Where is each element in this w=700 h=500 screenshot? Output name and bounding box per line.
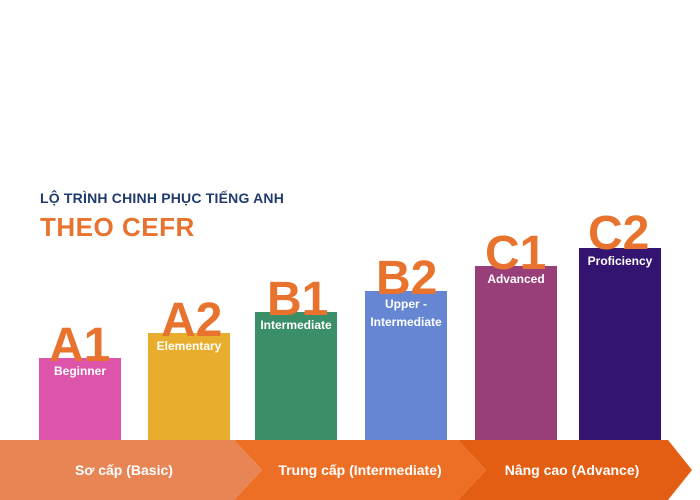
level-bar-b1: Intermediate xyxy=(255,312,337,442)
level-label-a1: Beginner xyxy=(39,362,121,380)
level-code-c1: C1 xyxy=(485,227,547,280)
level-bar-a1: Beginner xyxy=(39,358,121,442)
level-code-a2: A2 xyxy=(161,294,223,347)
stage-label-advance: Nâng cao (Advance) xyxy=(504,462,640,478)
level-label-line: Beginner xyxy=(53,364,106,378)
level-label-line: Intermediate xyxy=(370,315,442,329)
level-label-a2: Elementary xyxy=(148,337,230,355)
level-code-b1: B1 xyxy=(267,273,329,326)
level-label-line: Intermediate xyxy=(260,318,332,332)
level-bar-b2: Upper - Intermediate xyxy=(365,291,447,442)
level-bar-c2: Proficiency xyxy=(579,248,661,442)
level-label-b1: Intermediate xyxy=(255,316,337,334)
roadmap-heading: LỘ TRÌNH CHINH PHỤC TIẾNG ANH xyxy=(40,190,285,206)
level-bar-c1: Advanced xyxy=(475,266,557,442)
level-code-b2: B2 xyxy=(376,252,438,305)
level-code-a1: A1 xyxy=(49,319,111,372)
roadmap-subheading: THEO CEFR xyxy=(40,212,195,242)
level-label-line: Upper - xyxy=(385,297,427,311)
level-code-c2: C2 xyxy=(588,207,650,260)
level-label-line: Advanced xyxy=(487,272,545,286)
stage-label-intermediate: Trung cấp (Intermediate) xyxy=(278,462,442,478)
level-label-line: Proficiency xyxy=(587,254,653,268)
level-label-line: Elementary xyxy=(156,339,222,353)
stage-arrow-advance xyxy=(458,440,692,500)
stage-arrow-intermediate xyxy=(234,440,486,500)
level-label-c1: Advanced xyxy=(475,270,557,288)
level-label-b2: Upper - Intermediate xyxy=(365,295,447,331)
stage-label-basic: Sơ cấp (Basic) xyxy=(75,462,173,478)
stage-arrows xyxy=(0,440,692,500)
level-label-c2: Proficiency xyxy=(579,252,661,270)
level-bar-a2: Elementary xyxy=(148,333,230,442)
stage-arrow-basic xyxy=(0,440,262,500)
